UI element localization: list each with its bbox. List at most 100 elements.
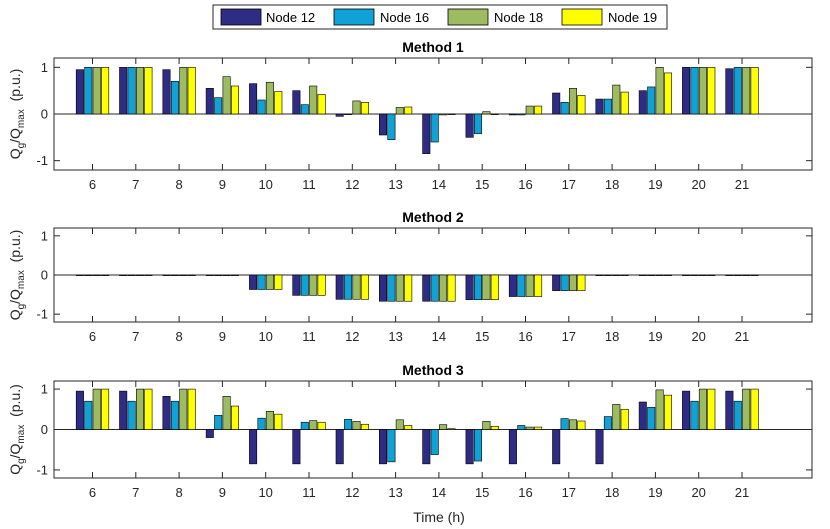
legend-label-node-16: Node 16 — [380, 10, 429, 25]
x-tick-label: 6 — [89, 485, 96, 500]
bar-node-19-15 — [490, 274, 499, 300]
bar-node-18-12 — [352, 421, 361, 430]
bar-node-19-19 — [663, 274, 672, 276]
bar-node-12-15 — [465, 274, 474, 300]
x-tick-label: 11 — [302, 485, 316, 500]
y-axis-label-subscript: max — [16, 109, 27, 128]
y-axis-label: Qg/Qmax (p.u.) — [7, 69, 27, 160]
bar-node-16-18 — [603, 274, 612, 276]
y-axis-label-subscript: max — [16, 270, 27, 289]
bar-node-16-14 — [430, 274, 439, 302]
bar-node-19-16 — [534, 105, 543, 115]
bar-node-12-12 — [335, 429, 344, 465]
bar-node-12-10 — [249, 83, 258, 115]
bar-node-16-6 — [84, 67, 93, 115]
bar-node-18-20 — [698, 274, 707, 276]
bar-node-19-10 — [274, 91, 283, 115]
bar-node-19-14 — [447, 274, 456, 302]
bar-node-16-13 — [387, 113, 396, 140]
bar-node-16-10 — [257, 274, 266, 290]
x-tick-label: 8 — [175, 485, 182, 500]
bar-node-19-11 — [317, 94, 326, 115]
x-tick-label: 10 — [258, 485, 272, 500]
y-axis-label-part: (p.u.) — [7, 384, 23, 424]
bar-node-12-14 — [422, 274, 431, 302]
bar-node-12-14 — [422, 429, 431, 465]
bar-node-12-8 — [162, 69, 171, 115]
y-axis-label-part: Q — [7, 148, 23, 159]
bar-node-19-15 — [490, 425, 499, 430]
legend: Node 12 Node 16 Node 18 Node 19 — [212, 4, 668, 30]
bar-node-18-18 — [612, 404, 621, 430]
bar-node-12-6 — [75, 274, 84, 276]
bar-node-18-10 — [265, 274, 274, 290]
bar-node-19-12 — [360, 423, 369, 430]
bar-node-19-19 — [663, 394, 672, 430]
x-tick-label: 20 — [691, 485, 705, 500]
bar-node-12-8 — [162, 396, 171, 430]
bar-node-16-19 — [647, 274, 656, 276]
bar-node-18-21 — [742, 67, 751, 115]
x-tick-label: 10 — [258, 177, 272, 192]
bar-node-18-9 — [222, 76, 231, 115]
bar-node-12-16 — [508, 429, 517, 465]
y-axis-label-part: Q — [7, 464, 23, 475]
x-tick-label: 10 — [258, 329, 272, 344]
bar-node-18-8 — [179, 388, 188, 430]
bar-node-12-7 — [119, 390, 128, 430]
bar-node-19-21 — [750, 388, 759, 430]
bar-node-18-15 — [482, 111, 491, 115]
bar-node-19-18 — [620, 91, 629, 115]
bar-node-12-10 — [249, 274, 258, 290]
bar-node-12-21 — [725, 274, 734, 276]
x-tick-label: 18 — [605, 485, 619, 500]
y-axis-label-part: (p.u.) — [7, 69, 23, 109]
bar-node-18-17 — [568, 88, 577, 115]
bar-node-19-6 — [101, 274, 110, 276]
bar-node-12-9 — [205, 429, 214, 438]
bar-node-16-11 — [300, 104, 309, 115]
y-tick-label: -1 — [36, 153, 48, 168]
x-tick-label: 16 — [518, 485, 532, 500]
bar-node-19-8 — [187, 388, 196, 430]
bar-node-19-11 — [317, 274, 326, 296]
bar-node-16-15 — [473, 429, 482, 462]
bar-node-18-21 — [742, 274, 751, 276]
bar-node-18-19 — [655, 67, 664, 115]
bar-node-16-8 — [170, 400, 179, 430]
bar-node-18-7 — [136, 67, 145, 115]
y-axis-label-subscript: max — [16, 425, 27, 444]
bar-node-19-7 — [144, 274, 153, 276]
x-tick-label: 11 — [302, 177, 316, 192]
x-tick-label: 8 — [175, 329, 182, 344]
bar-node-16-11 — [300, 274, 309, 296]
bar-node-19-10 — [274, 413, 283, 430]
x-tick-label: 6 — [89, 329, 96, 344]
bar-node-18-13 — [395, 107, 404, 115]
bar-node-18-18 — [612, 274, 621, 276]
bar-node-19-7 — [144, 388, 153, 430]
bar-node-19-20 — [707, 274, 716, 276]
x-tick-label: 18 — [605, 177, 619, 192]
bar-node-19-13 — [404, 274, 413, 302]
x-tick-label: 15 — [475, 329, 489, 344]
bar-node-18-15 — [482, 274, 491, 300]
bar-node-18-18 — [612, 84, 621, 115]
x-tick-label: 9 — [219, 177, 226, 192]
bar-node-18-11 — [309, 274, 318, 296]
x-tick-label: 13 — [388, 177, 402, 192]
bar-node-12-19 — [638, 90, 647, 115]
x-tick-label: 13 — [388, 485, 402, 500]
bar-node-19-14 — [447, 428, 456, 430]
bar-node-12-18 — [595, 274, 604, 276]
bar-node-16-18 — [603, 416, 612, 430]
x-tick-label: 18 — [605, 329, 619, 344]
bar-node-12-6 — [75, 390, 84, 430]
legend-swatch-node-12 — [220, 8, 262, 26]
bar-node-12-16 — [508, 113, 517, 116]
y-tick-label: 1 — [41, 60, 48, 75]
bar-node-12-19 — [638, 401, 647, 430]
bar-node-19-8 — [187, 274, 196, 276]
bar-node-19-17 — [577, 95, 586, 115]
bar-node-19-20 — [707, 67, 716, 115]
